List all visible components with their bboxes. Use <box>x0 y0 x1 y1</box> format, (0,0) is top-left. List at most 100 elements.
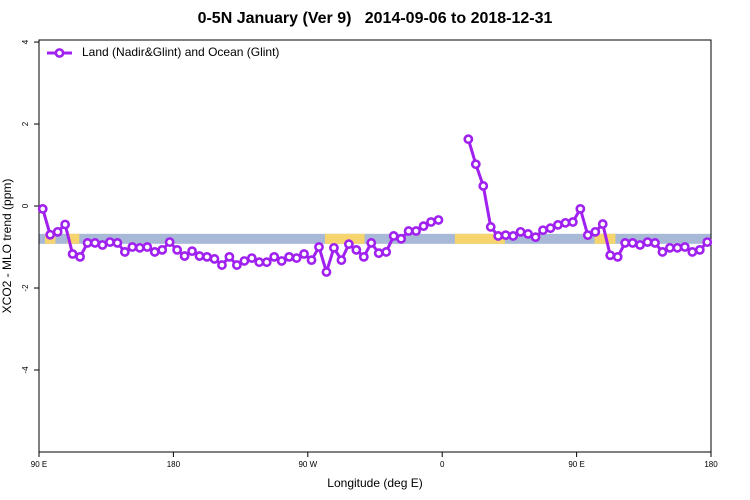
data-point <box>358 251 369 262</box>
data-point <box>351 244 362 255</box>
data-point <box>90 238 100 248</box>
x-tick-label: 180 <box>167 460 181 469</box>
data-point <box>254 257 265 268</box>
land-band <box>67 233 80 244</box>
data-point <box>37 203 48 214</box>
data-point <box>470 159 481 170</box>
data-point <box>605 250 616 261</box>
data-point <box>635 240 645 250</box>
data-point <box>396 233 407 244</box>
x-axis-label: Longitude (deg E) <box>327 476 422 490</box>
data-point <box>672 242 683 253</box>
data-point <box>82 238 93 248</box>
data-point <box>45 229 56 240</box>
data-point <box>209 254 220 264</box>
x-tick-label: 0 <box>440 460 445 469</box>
y-tick-label: 2 <box>21 121 30 126</box>
x-tick-label: 90 E <box>31 460 47 469</box>
data-point <box>246 253 257 263</box>
data-point <box>149 247 160 257</box>
data-point <box>224 251 235 262</box>
data-point <box>485 222 496 232</box>
data-point <box>411 226 421 236</box>
data-point <box>343 239 354 250</box>
data-point <box>366 238 377 248</box>
data-point <box>657 247 668 257</box>
y-tick-label: 0 <box>21 203 30 208</box>
data-point <box>694 244 705 255</box>
y-axis-label: XCO2 - MLO trend (ppm) <box>0 179 14 314</box>
y-tick-label: -2 <box>21 284 30 292</box>
data-point <box>665 242 675 253</box>
data-point <box>538 225 548 236</box>
data-point <box>478 181 489 191</box>
data-point <box>433 215 444 225</box>
data-point <box>119 247 130 257</box>
data-point <box>508 231 519 241</box>
legend-label: Land (Nadir&Glint) and Ocean (Glint) <box>82 45 279 59</box>
data-point <box>553 219 563 230</box>
data-point <box>463 134 474 145</box>
data-point <box>650 238 660 248</box>
data-point <box>187 246 197 257</box>
data-point <box>231 260 242 270</box>
data-point <box>269 251 280 262</box>
data-point <box>284 251 295 262</box>
data-point <box>291 253 302 263</box>
data-point <box>582 230 593 241</box>
data-point <box>687 247 698 257</box>
data-point <box>127 242 138 252</box>
data-point <box>202 251 212 262</box>
data-point <box>612 251 623 262</box>
data-point <box>321 267 332 277</box>
data-point <box>575 203 586 214</box>
data-point <box>75 251 85 262</box>
data-point <box>97 240 108 250</box>
data-point <box>276 256 287 266</box>
x-tick-label: 180 <box>704 460 718 469</box>
data-point <box>239 256 250 266</box>
data-point <box>590 226 601 237</box>
data-point <box>373 248 384 259</box>
data-point <box>299 249 309 259</box>
data-point <box>642 237 653 248</box>
data-point <box>67 249 78 259</box>
data-point <box>112 238 123 248</box>
y-tick-label: 4 <box>21 39 30 44</box>
data-point <box>217 260 227 270</box>
data-point <box>157 244 168 255</box>
land-band <box>454 233 505 244</box>
data-point <box>105 237 115 248</box>
data-point <box>530 232 541 243</box>
data-point <box>679 242 690 252</box>
chart-title: 0-5N January (Ver 9) 2014-09-06 to 2018-… <box>198 10 553 27</box>
data-point <box>560 217 571 228</box>
land-band <box>324 233 365 244</box>
x-tick-label: 90 E <box>568 460 584 469</box>
data-point <box>620 238 631 248</box>
data-point <box>381 247 392 257</box>
data-point <box>426 217 436 227</box>
data-point <box>306 255 317 266</box>
data-point <box>523 229 533 239</box>
data-point <box>172 244 183 255</box>
data-point <box>336 255 347 266</box>
data-point <box>493 231 504 241</box>
data-point <box>388 231 399 241</box>
data-point <box>314 242 324 252</box>
data-point <box>627 238 638 248</box>
data-point <box>142 242 153 252</box>
data-point <box>179 251 190 261</box>
y-tick-label: -4 <box>21 366 30 374</box>
data-point <box>60 219 71 230</box>
data-point <box>702 237 713 248</box>
data-point <box>52 226 63 237</box>
data-point <box>194 251 205 261</box>
plot-frame <box>38 39 712 453</box>
data-point <box>567 217 578 227</box>
data-point <box>515 226 526 237</box>
data-point <box>403 226 414 236</box>
data-point <box>164 237 175 248</box>
data-point <box>261 257 272 268</box>
